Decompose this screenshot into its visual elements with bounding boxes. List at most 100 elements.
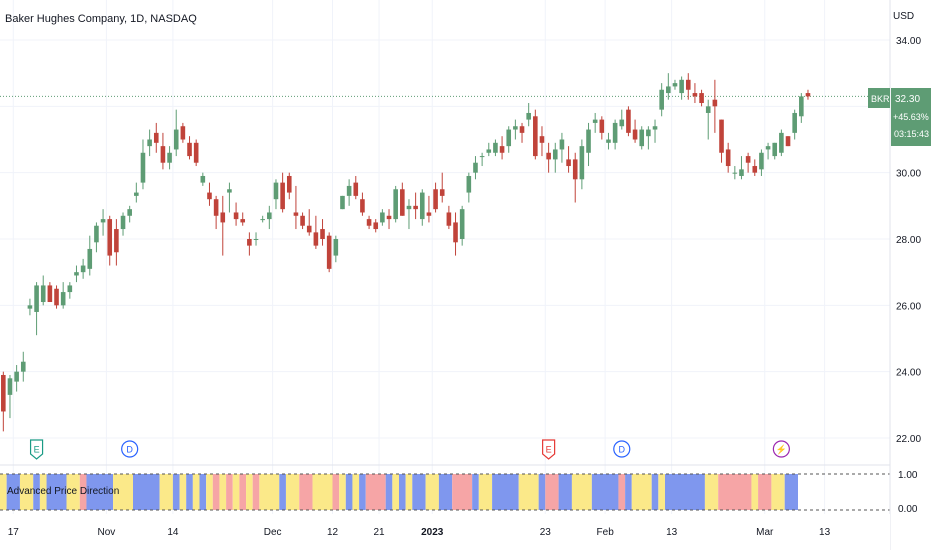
indicator-segment	[352, 474, 360, 510]
candle	[719, 119, 724, 163]
candle	[493, 139, 498, 157]
candle	[752, 159, 758, 176]
indicator-segment	[312, 474, 333, 510]
candle	[160, 132, 166, 170]
candle-body	[220, 212, 226, 223]
candle-body	[120, 215, 126, 230]
price-change-label: +45.63%	[893, 112, 929, 122]
indicator-segment	[405, 474, 413, 510]
indicator-segment	[219, 474, 227, 510]
candle	[672, 79, 678, 90]
candle	[413, 192, 418, 220]
candle-body	[513, 126, 518, 130]
event-marker-label: E	[34, 445, 40, 455]
candle-body	[167, 152, 172, 163]
indicator-segment	[179, 474, 187, 510]
candle-body	[340, 195, 345, 210]
candle-body	[326, 235, 332, 269]
candle	[732, 166, 738, 180]
x-tick-label: 2023	[421, 527, 444, 538]
indicator-segment	[19, 474, 34, 510]
candle	[134, 182, 139, 203]
indicator-segment	[784, 474, 798, 510]
candle	[80, 258, 86, 279]
candle	[167, 146, 172, 170]
candle-body	[306, 225, 312, 233]
indicator-segment	[359, 474, 366, 510]
candle	[220, 195, 226, 256]
candle-body	[745, 156, 751, 163]
candle-body	[313, 232, 319, 246]
candle	[765, 142, 771, 160]
indicator-segment	[625, 474, 632, 510]
indicator-segment	[452, 474, 473, 510]
candle	[153, 122, 159, 153]
currency-label: USD	[893, 11, 914, 22]
candle	[685, 73, 691, 100]
candle-body	[386, 215, 392, 220]
candle	[127, 205, 132, 223]
candle	[227, 182, 232, 213]
dividend-icon[interactable]: D	[121, 440, 139, 458]
candle	[419, 189, 425, 226]
earnings-icon[interactable]: E	[542, 439, 556, 460]
indicator-segment	[518, 474, 539, 510]
candle	[74, 265, 79, 283]
bar-countdown-label: 03:15:43	[894, 129, 929, 139]
candle	[579, 139, 585, 190]
candle	[260, 215, 265, 223]
dividend-icon[interactable]: D	[613, 440, 631, 458]
event-marker-shape	[772, 440, 790, 458]
candle	[666, 73, 671, 100]
earnings-icon[interactable]: E	[29, 439, 44, 460]
candle	[606, 132, 611, 150]
candle-body	[40, 285, 46, 303]
event-marker-shape	[121, 440, 139, 458]
candle	[306, 209, 312, 236]
indicator-segment	[232, 474, 240, 510]
indicator-segment	[113, 474, 133, 510]
candle	[406, 199, 412, 230]
candle-body	[353, 182, 359, 196]
time-axis[interactable]: 17 Nov 14 Dec 12 21 2023 23 Feb 13 Mar 13	[8, 527, 831, 538]
candle-body	[193, 142, 199, 163]
indicator-segment	[86, 474, 114, 510]
candle	[140, 139, 146, 190]
indicator-segment	[618, 474, 626, 510]
candle-body	[27, 305, 33, 309]
indicator-segment	[385, 474, 393, 510]
candle	[433, 182, 438, 213]
candle	[459, 205, 465, 246]
candle-body	[34, 285, 39, 312]
candle	[552, 142, 558, 173]
split-icon[interactable]: ⚡	[772, 440, 790, 458]
last-price-label: BKR 32.30 +45.63% 03:15:43	[868, 88, 931, 146]
candle	[639, 126, 645, 150]
candle-body	[606, 139, 611, 143]
candle	[293, 185, 299, 230]
indicator-segment	[0, 474, 7, 510]
candle	[652, 119, 658, 143]
candle-body	[213, 199, 219, 216]
indicator-segment	[631, 474, 652, 510]
candle	[247, 232, 252, 256]
candle-body	[80, 265, 86, 273]
candle	[47, 282, 53, 303]
candle	[147, 129, 152, 157]
x-tick-label: 13	[666, 527, 678, 538]
candle	[173, 109, 179, 157]
candle-body	[559, 139, 565, 150]
x-tick-label: Nov	[98, 527, 116, 538]
candle-body	[712, 99, 718, 107]
event-markers: E D E D ⚡	[29, 439, 790, 460]
candle	[360, 192, 365, 216]
candle-body	[100, 219, 106, 223]
candle-body	[227, 189, 232, 193]
candle-body	[160, 146, 166, 163]
indicator-segment	[66, 474, 80, 510]
time-axis-background	[0, 514, 890, 550]
indicator-segment	[758, 474, 772, 510]
indicator-segment	[665, 474, 705, 510]
indicator-segment	[425, 474, 439, 510]
